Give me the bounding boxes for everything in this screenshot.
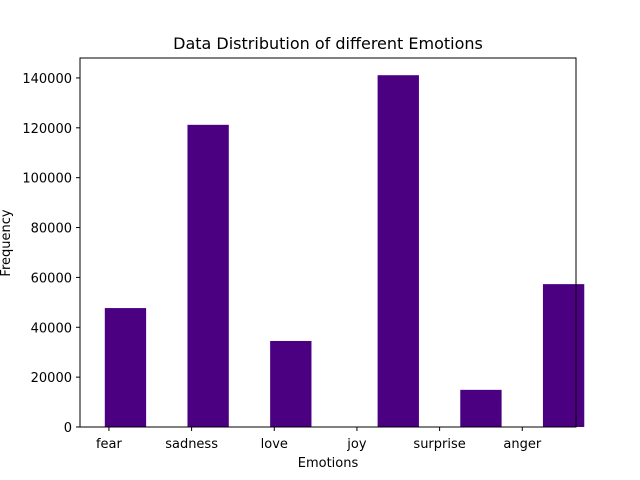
x-tick-label: surprise [413,437,465,452]
y-tick-label: 60000 [31,271,72,286]
y-tick-label: 20000 [31,371,72,386]
x-tick-label: sadness [165,437,218,452]
bars-group [104,75,585,428]
y-tick-label: 140000 [22,72,72,87]
x-axis-label: Emotions [298,456,359,471]
x-tick-label: love [261,437,288,452]
x-tick-label: anger [503,437,541,452]
bar-joy [377,75,419,428]
y-axis-label: Frequency [0,209,14,276]
bar-surprise [460,389,502,427]
x-tick-label: fear [96,437,123,452]
bar-love [270,340,312,427]
bar-anger [542,284,585,427]
chart-title: Data Distribution of different Emotions [173,34,483,53]
bar-sadness [187,124,229,428]
y-tick-label: 40000 [31,321,72,336]
y-axis-ticks: 0 20000 40000 60000 80000 100000 120000 140000 [22,72,80,436]
y-tick-label: 80000 [31,222,72,237]
bar-fear [104,308,147,427]
y-tick-label: 0 [64,421,72,436]
x-tick-label: joy [346,437,367,452]
plot-frame [79,57,577,428]
y-tick-label: 100000 [22,172,72,187]
y-tick-label: 120000 [22,122,72,137]
x-axis-ticks: fear sadness love joy surprise anger [96,427,542,452]
